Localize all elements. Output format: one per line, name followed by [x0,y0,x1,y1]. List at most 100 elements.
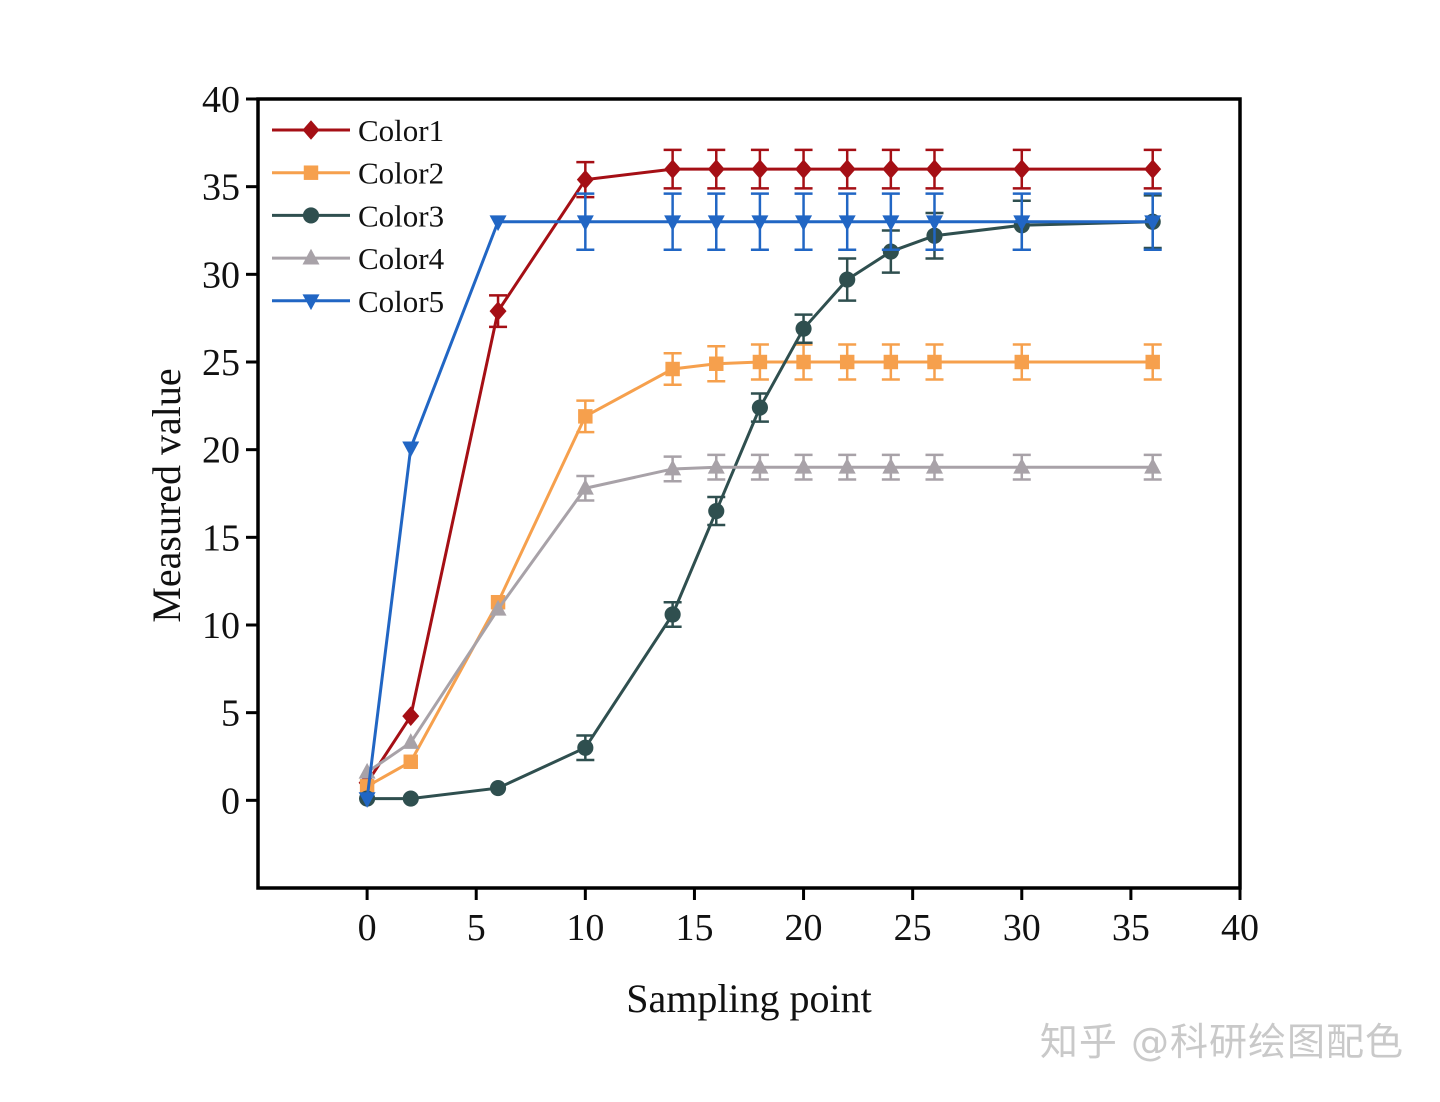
data-point [707,215,725,232]
legend-item-color4: Color4 [272,241,445,276]
data-point [709,356,724,371]
data-point [1144,457,1162,474]
data-point [751,399,768,416]
data-point [489,301,507,321]
data-point [751,457,769,474]
data-point [882,215,900,232]
watermark: 知乎 @科研绘图配色 [1039,1020,1404,1064]
y-tick-label: 25 [202,342,240,384]
data-point [883,354,899,370]
series-color2 [359,343,1162,794]
data-point [665,361,680,377]
legend: Color1 Color2 Color3 Color4 Color5 [272,113,445,319]
data-point [839,354,855,370]
data-point [403,754,418,769]
data-point [751,159,769,179]
data-point [796,354,811,370]
data-point [707,457,725,474]
data-point [1013,159,1031,179]
data-point [359,779,375,794]
data-point [358,762,376,779]
x-tick-label: 15 [675,907,713,949]
x-tick-label: 25 [894,907,932,949]
data-point [1145,354,1160,370]
legend-label: Color3 [358,198,444,233]
x-tick-label: 30 [1003,907,1041,949]
y-axis-title: Measured value [144,368,189,622]
legend-item-color2: Color2 [272,156,444,191]
axes-layer: 0 5 10 15 20 25 30 35 40 0 5 10 15 20 25 30 35 40 [202,79,1259,949]
data-point [489,215,507,232]
series-color4 [358,453,1162,779]
data-point [489,779,507,797]
data-point [1013,215,1031,232]
series-color1 [358,148,1162,793]
x-axis-title: Sampling point [626,976,872,1021]
data-point [402,733,420,749]
data-point [927,354,942,370]
data-point [838,215,856,232]
data-point [838,159,856,179]
plot-frame [256,97,1242,890]
data-point [664,606,681,623]
data-point [664,215,682,232]
series-layer [358,148,1162,808]
y-tick-label: 5 [221,693,240,735]
data-point [1144,215,1162,232]
y-tick-label: 35 [202,167,240,209]
x-tick-label: 35 [1112,907,1150,949]
legend-item-color1: Color1 [272,113,444,148]
data-point [795,320,812,337]
legend-label: Color2 [358,156,444,191]
legend-item-color3: Color3 [272,198,444,233]
data-point [489,599,507,616]
data-point [664,459,682,476]
series-line [366,360,1153,788]
data-point [925,457,943,474]
x-tick-label: 40 [1221,907,1259,949]
x-tick-label: 20 [785,907,823,949]
data-point [1013,457,1031,474]
data-point [882,457,900,474]
x-tick-label: 10 [566,907,604,949]
data-point [1144,159,1162,179]
series-line [365,220,1153,799]
y-tick-label: 20 [202,430,240,472]
data-point [576,215,594,232]
data-point [707,159,725,179]
series-color5 [358,192,1162,808]
data-point [578,409,593,424]
data-point [302,294,320,311]
y-tick-label: 10 [202,605,240,647]
data-point [795,159,813,179]
data-point [751,215,769,232]
data-point [795,457,813,474]
data-point [302,207,320,224]
data-point [358,792,376,808]
data-point [882,243,899,260]
x-tick-label: 5 [467,907,486,949]
y-tick-label: 0 [221,780,240,822]
data-point [664,159,682,179]
y-tick-label: 30 [202,254,240,296]
data-point [882,159,900,179]
data-point [402,441,420,458]
data-point [402,790,419,807]
x-tick-label: 0 [358,907,377,949]
data-point [1014,354,1030,370]
y-tick-label: 15 [202,517,240,559]
y-tick-label: 40 [202,79,240,121]
series-line [367,220,1153,801]
data-point [576,169,594,190]
data-point [302,120,320,140]
data-point [839,271,856,288]
data-point [708,502,725,520]
data-point [577,739,594,756]
data-point [303,165,319,180]
data-point [925,159,943,179]
legend-label: Color1 [358,113,444,148]
data-point [925,215,943,232]
legend-label: Color5 [358,284,444,319]
series-line [366,465,1153,774]
